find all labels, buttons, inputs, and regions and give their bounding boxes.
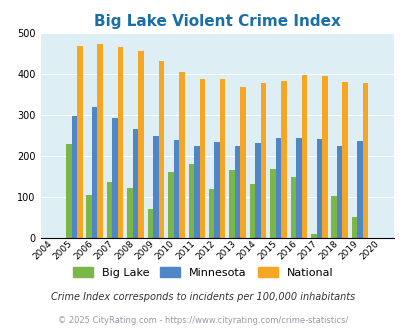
Bar xyxy=(194,146,199,238)
Legend: Big Lake, Minnesota, National: Big Lake, Minnesota, National xyxy=(68,263,337,282)
Bar xyxy=(351,217,356,238)
Bar xyxy=(97,44,103,238)
Text: © 2025 CityRating.com - https://www.cityrating.com/crime-statistics/: © 2025 CityRating.com - https://www.city… xyxy=(58,315,347,325)
Bar xyxy=(336,146,342,238)
Bar xyxy=(179,72,184,238)
Bar xyxy=(290,177,295,238)
Bar xyxy=(117,47,123,238)
Bar xyxy=(255,143,260,238)
Bar xyxy=(234,146,240,238)
Bar xyxy=(310,234,316,238)
Bar xyxy=(330,196,336,238)
Bar xyxy=(77,46,82,238)
Bar xyxy=(316,139,321,238)
Bar xyxy=(240,87,245,238)
Bar xyxy=(249,184,255,238)
Bar xyxy=(132,129,138,238)
Bar xyxy=(158,61,164,238)
Bar xyxy=(107,182,112,238)
Bar xyxy=(112,118,117,238)
Bar xyxy=(275,138,281,238)
Bar xyxy=(71,115,77,238)
Text: Crime Index corresponds to incidents per 100,000 inhabitants: Crime Index corresponds to incidents per… xyxy=(51,292,354,302)
Bar xyxy=(356,141,362,238)
Bar xyxy=(168,172,173,238)
Bar xyxy=(281,81,286,238)
Bar xyxy=(66,144,71,238)
Bar xyxy=(270,169,275,238)
Bar xyxy=(138,51,143,238)
Title: Big Lake Violent Crime Index: Big Lake Violent Crime Index xyxy=(94,14,340,29)
Bar xyxy=(209,189,214,238)
Bar xyxy=(188,164,194,238)
Bar xyxy=(173,140,179,238)
Bar xyxy=(342,82,347,238)
Bar xyxy=(153,136,158,238)
Bar xyxy=(362,82,367,238)
Bar xyxy=(229,170,234,238)
Bar xyxy=(199,79,205,238)
Bar xyxy=(127,188,132,238)
Bar xyxy=(147,209,153,238)
Bar xyxy=(295,138,301,238)
Bar xyxy=(301,75,307,238)
Bar xyxy=(321,76,327,238)
Bar xyxy=(214,142,220,238)
Bar xyxy=(260,83,266,238)
Bar xyxy=(92,108,97,238)
Bar xyxy=(86,195,92,238)
Bar xyxy=(220,79,225,238)
